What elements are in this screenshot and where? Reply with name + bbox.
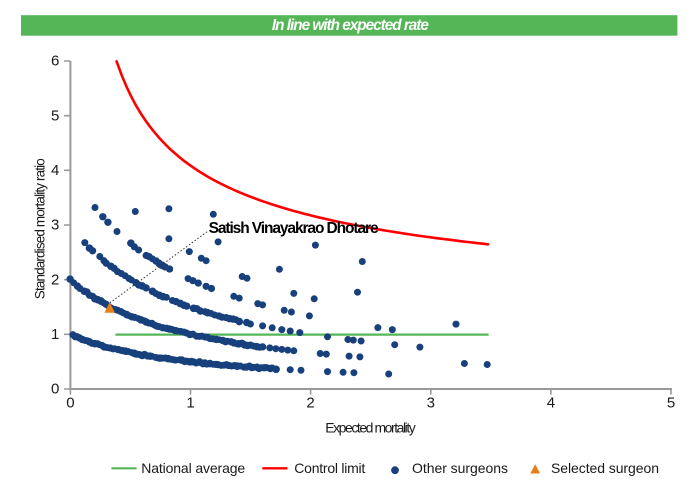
svg-text:5: 5: [667, 395, 675, 412]
svg-text:6: 6: [51, 53, 59, 70]
svg-text:2: 2: [306, 395, 314, 412]
svg-text:0: 0: [66, 395, 74, 412]
svg-text:National average: National average: [141, 460, 245, 476]
svg-text:0: 0: [51, 381, 59, 398]
svg-text:Selected surgeon: Selected surgeon: [551, 460, 659, 476]
svg-text:4: 4: [51, 162, 59, 179]
svg-text:In line with expected rate: In line with expected rate: [272, 17, 429, 34]
svg-text:Expected mortality: Expected mortality: [325, 420, 416, 436]
svg-text:Control limit: Control limit: [294, 460, 365, 476]
svg-text:2: 2: [51, 271, 59, 288]
svg-text:3: 3: [51, 217, 59, 234]
svg-text:5: 5: [51, 107, 59, 124]
svg-text:Other surgeons: Other surgeons: [412, 460, 508, 476]
svg-text:1: 1: [51, 326, 59, 343]
svg-text:Standardised mortality ratio: Standardised mortality ratio: [33, 158, 48, 299]
svg-text:1: 1: [186, 395, 194, 412]
svg-text:Satish Vinayakrao Dhotare: Satish Vinayakrao Dhotare: [209, 220, 379, 237]
svg-text:3: 3: [427, 395, 435, 412]
svg-text:4: 4: [547, 395, 555, 412]
